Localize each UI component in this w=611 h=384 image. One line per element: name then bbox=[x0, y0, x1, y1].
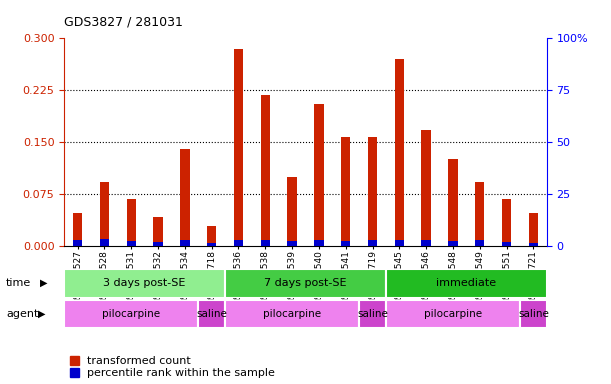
Bar bbox=[422, 130, 431, 246]
Text: time: time bbox=[6, 278, 31, 288]
Bar bbox=[260, 240, 270, 246]
Bar bbox=[368, 240, 377, 246]
Text: saline: saline bbox=[518, 309, 549, 319]
Text: 3 days post-SE: 3 days post-SE bbox=[103, 278, 186, 288]
Bar bbox=[314, 104, 324, 246]
Bar bbox=[100, 239, 109, 246]
Bar bbox=[475, 182, 485, 246]
Bar bbox=[207, 227, 216, 246]
Bar bbox=[126, 199, 136, 246]
Text: GDS3827 / 281031: GDS3827 / 281031 bbox=[64, 16, 183, 29]
Bar bbox=[529, 243, 538, 246]
Bar bbox=[529, 213, 538, 246]
Bar bbox=[386, 300, 520, 328]
Bar bbox=[198, 300, 225, 328]
Bar bbox=[287, 177, 297, 246]
Bar bbox=[520, 300, 547, 328]
Bar bbox=[341, 137, 351, 246]
Legend: transformed count, percentile rank within the sample: transformed count, percentile rank withi… bbox=[70, 356, 276, 379]
Bar bbox=[234, 240, 243, 246]
Bar bbox=[180, 149, 189, 246]
Bar bbox=[448, 241, 458, 246]
Text: saline: saline bbox=[357, 309, 388, 319]
Bar bbox=[341, 241, 351, 246]
Bar bbox=[153, 217, 163, 246]
Text: pilocarpine: pilocarpine bbox=[102, 309, 160, 319]
Bar bbox=[448, 159, 458, 246]
Bar bbox=[64, 300, 198, 328]
Bar bbox=[502, 242, 511, 246]
Bar bbox=[260, 95, 270, 246]
Bar bbox=[126, 241, 136, 246]
Text: agent: agent bbox=[6, 309, 38, 319]
Bar bbox=[368, 137, 377, 246]
Bar bbox=[73, 240, 82, 246]
Text: 7 days post-SE: 7 days post-SE bbox=[264, 278, 347, 288]
Bar bbox=[395, 59, 404, 246]
Text: pilocarpine: pilocarpine bbox=[424, 309, 482, 319]
Bar bbox=[225, 269, 386, 298]
Bar bbox=[225, 300, 359, 328]
Bar bbox=[287, 241, 297, 246]
Text: ▶: ▶ bbox=[40, 278, 47, 288]
Bar bbox=[359, 300, 386, 328]
Text: immediate: immediate bbox=[436, 278, 497, 288]
Bar bbox=[153, 242, 163, 246]
Bar bbox=[73, 213, 82, 246]
Bar bbox=[180, 240, 189, 246]
Text: saline: saline bbox=[196, 309, 227, 319]
Bar bbox=[100, 182, 109, 246]
Bar bbox=[314, 240, 324, 246]
Bar bbox=[234, 49, 243, 246]
Text: ▶: ▶ bbox=[38, 309, 45, 319]
Text: pilocarpine: pilocarpine bbox=[263, 309, 321, 319]
Bar bbox=[207, 243, 216, 246]
Bar bbox=[64, 269, 225, 298]
Bar bbox=[475, 240, 485, 246]
Bar bbox=[422, 240, 431, 246]
Bar bbox=[395, 240, 404, 246]
Bar bbox=[502, 199, 511, 246]
Bar bbox=[386, 269, 547, 298]
